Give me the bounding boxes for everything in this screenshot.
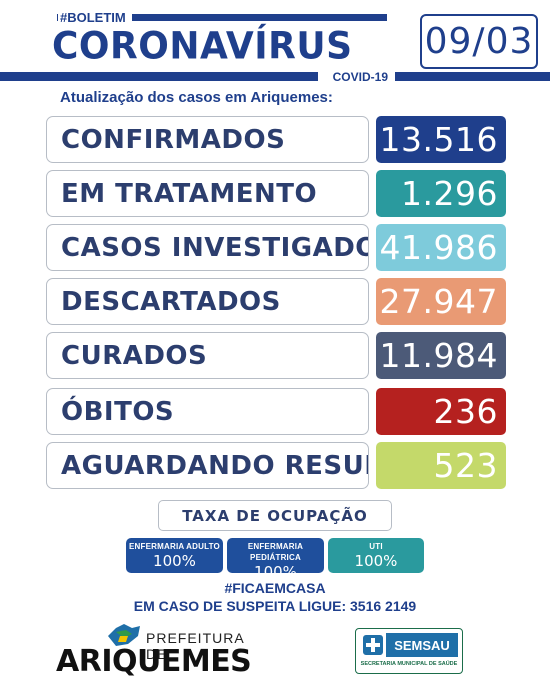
date-badge: 09/03 [420,14,538,69]
occupancy-label: ENFERMARIA ADULTO [129,542,220,551]
stat-value: 236 [376,388,506,435]
state-map-icon [108,624,140,646]
stat-label: CASOS INVESTIGADOS [46,224,369,271]
semsau-logo: SEMSAU SECRETARIA MUNICIPAL DE SAÚDE [355,628,463,674]
boletim-tag: #BOLETIM [58,9,132,26]
stat-label: EM TRATAMENTO [46,170,369,217]
occupancy-title: TAXA DE OCUPAÇÃO [158,500,392,531]
stat-value: 523 [376,442,506,489]
prefeitura-logo: PREFEITURA DE ARIQUEMES [56,622,256,679]
occupancy-label: ENFERMARIA PEDIÁTRICA [247,542,304,562]
stat-row-curados: CURADOS 11.984 [46,332,506,379]
occupancy-uti: UTI 100% [328,538,424,573]
page-title: CORONAVÍRUS [52,24,353,68]
occupancy-value: 100% [153,552,196,570]
occupancy-enfermaria-adulto: ENFERMARIA ADULTO 100% [126,538,223,573]
city-name: ARIQUEMES [56,644,252,679]
stat-value: 11.984 [376,332,506,379]
stat-row-descartados: DESCARTADOS 27.947 [46,278,506,325]
header-top-bar [57,14,387,21]
phone-line: EM CASO DE SUSPEITA LIGUE: 3516 2149 [133,598,417,614]
occupancy-label: UTI [369,542,383,551]
stat-row-obitos: ÓBITOS 236 [46,388,506,435]
prefeitura-label: PREFEITURA DE [146,630,244,662]
covid-label: COVID-19 [318,70,398,84]
stat-row-aguardando-resultado: AGUARDANDO RESULTADO 523 [46,442,506,489]
occupancy-value: 100% [354,552,398,570]
hashtag-text: #FICAEMCASA [224,580,326,596]
stat-label: ÓBITOS [46,388,369,435]
stat-value: 13.516 [376,116,506,163]
occupancy-value: 100% [254,563,297,581]
stat-value: 41.986 [376,224,506,271]
stat-label: DESCARTADOS [46,278,369,325]
semsau-subtitle: SECRETARIA MUNICIPAL DE SAÚDE [360,661,458,667]
semsau-name: SEMSAU [386,633,458,657]
stat-row-em-tratamento: EM TRATAMENTO 1.296 [46,170,506,217]
update-subtitle: Atualização dos casos em Ariquemes: [60,89,333,106]
health-cross-icon [363,635,383,655]
header-left-stripe [0,72,320,81]
stat-row-casos-investigados: CASOS INVESTIGADOS 41.986 [46,224,506,271]
stat-value: 27.947 [376,278,506,325]
stat-label: AGUARDANDO RESULTADO [46,442,369,489]
stat-label: CURADOS [46,332,369,379]
stat-label: CONFIRMADOS [46,116,369,163]
stat-row-confirmados: CONFIRMADOS 13.516 [46,116,506,163]
header-right-stripe [395,72,550,81]
occupancy-enfermaria-pediatrica: ENFERMARIA PEDIÁTRICA 100% [227,538,324,581]
stat-value: 1.296 [376,170,506,217]
